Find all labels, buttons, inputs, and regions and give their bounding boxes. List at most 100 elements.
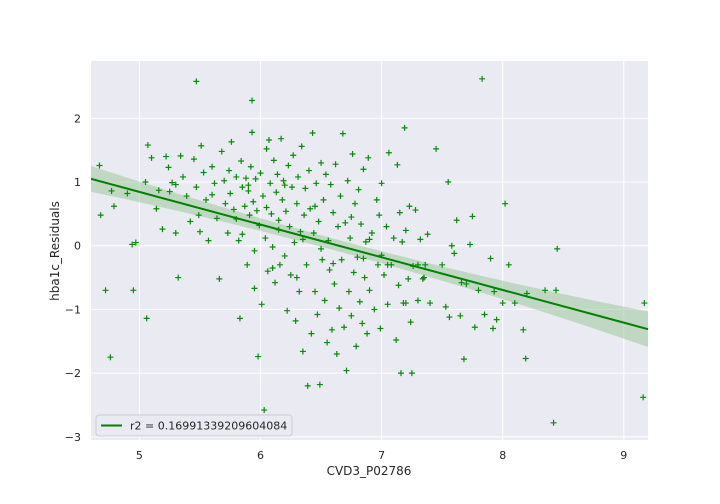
data-point [490,325,497,332]
confidence-band-area [91,166,648,347]
data-point [282,208,289,215]
data-point [319,256,326,263]
data-point [255,353,262,360]
data-point [111,203,118,210]
data-point [407,319,414,326]
x-tick-label: 9 [620,449,627,462]
data-point [312,203,319,210]
data-point [377,325,384,332]
data-point [493,316,500,323]
data-point [242,175,249,182]
data-point [364,330,371,337]
data-point [351,200,358,207]
data-point [417,236,424,243]
data-point [262,235,269,242]
data-point [108,187,115,194]
data-point [487,255,494,262]
data-point [460,356,467,363]
data-point [337,193,344,200]
data-point [132,239,139,246]
data-point [263,145,270,152]
data-point [124,190,131,197]
y-tick-label: 1 [74,176,81,189]
data-point [303,261,310,268]
data-point [314,311,321,318]
data-point [308,330,315,337]
data-point [481,311,488,318]
data-point [304,382,311,389]
data-point [330,260,337,267]
data-point [371,306,378,313]
data-point [203,196,210,203]
data-point [102,287,109,294]
data-point [216,275,223,282]
data-point [276,261,283,268]
data-point [326,266,333,273]
data-point [148,154,155,161]
data-point [354,254,361,261]
data-point [187,218,194,225]
data-point [348,214,355,221]
data-point [238,158,245,165]
data-point [439,261,446,268]
data-point [261,407,268,414]
data-point [96,162,103,169]
data-point [257,170,264,177]
data-point [196,228,203,235]
data-point [224,229,231,236]
data-point [332,161,339,168]
data-point [378,180,385,187]
data-point [365,154,372,161]
data-point [542,287,549,294]
data-point [221,177,228,184]
data-point [453,217,460,224]
data-point [397,370,404,377]
data-point [401,124,408,131]
data-point [273,189,280,196]
data-point [267,180,274,187]
data-point [395,282,402,289]
fit-line [90,177,649,331]
data-point [253,207,260,214]
data-point [322,171,329,178]
legend: r2 = 0.16991339209604084 [95,414,293,437]
data-point [420,274,427,281]
data-point [491,288,498,295]
data-point [278,135,285,142]
data-point [402,227,409,234]
data-point [269,243,276,250]
data-point [305,167,312,174]
data-point [299,236,306,243]
data-point [356,298,363,305]
data-point [166,188,173,195]
x-tick-labels: 5 6 7 8 9 [136,449,627,462]
data-point [289,184,296,191]
data-point [348,312,355,319]
data-point [307,205,314,212]
data-point [315,218,322,225]
data-point [520,326,527,333]
x-tick-label: 7 [378,449,385,462]
data-point [309,129,316,136]
data-point [499,300,506,307]
data-point [406,203,413,210]
data-point [345,288,352,295]
data-point [233,173,240,180]
data-point [312,288,319,295]
data-point [244,261,251,268]
data-point [281,182,288,189]
y-tick-label: −3 [65,431,81,444]
y-tick-label: −1 [65,303,81,316]
data-point [183,193,190,200]
data-point [286,223,293,230]
data-point [433,145,440,152]
data-point [241,203,248,210]
data-point [155,187,162,194]
data-point [270,157,277,164]
data-point [211,180,218,187]
data-point [250,198,257,205]
data-point [419,275,426,282]
data-point [272,279,279,286]
data-point [458,279,465,286]
